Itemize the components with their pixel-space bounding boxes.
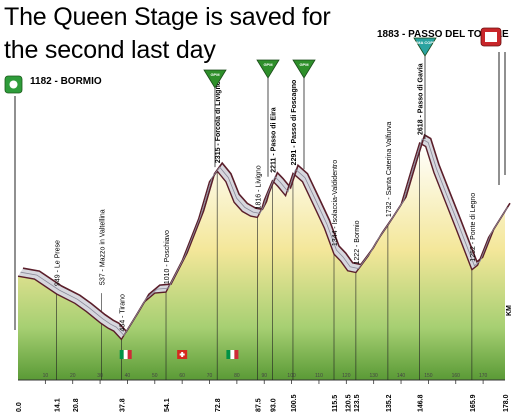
point-label: 2618 - Passo di Gavia [418,63,425,135]
distance-tick-label: 130 [370,373,379,379]
km-label: 178.0 [503,394,510,412]
distance-tick-label: 10 [43,373,49,379]
km-axis-end-label: KM [506,305,513,316]
distance-tick-label: 170 [479,373,488,379]
caption-line-2: the second last day [4,36,216,64]
climb-marker-label: GPM [263,62,273,67]
point-label: 2211 - Passo di Eira [270,107,277,172]
km-label: 120.5 [346,394,353,412]
km-label: 93.0 [270,398,277,412]
distance-tick-label: 30 [97,373,103,379]
climb-marker-label: GPM [299,62,309,67]
flag-stripe [123,350,128,359]
point-label: 1252 - Ponte di Legno [470,193,477,262]
point-label: 1816 - Livigno [255,165,262,209]
distance-tick-label: 40 [125,373,131,379]
climb-marker-label: CIMA COPPI [413,40,437,45]
flag-icon [119,350,124,359]
flag-stripe [234,350,239,359]
distance-tick-label: 20 [70,373,76,379]
climb-marker-icon [292,59,316,79]
km-label: 165.9 [470,394,477,412]
distance-tick-label: 90 [261,373,267,379]
distance-tick-label: 150 [424,373,433,379]
point-label: 949 - Le Prese [55,240,62,286]
distance-tick-label: 140 [397,373,406,379]
km-label: 87.5 [255,398,262,412]
km-label: 72.8 [215,398,222,412]
climb-marker-icon [256,59,280,79]
flag-stripe [230,350,235,359]
km-label: 123.5 [354,394,361,412]
km-label: 100.5 [291,394,298,412]
climb-marker-icon [203,69,227,89]
climb-marker-icon [413,37,437,57]
km-label: 14.1 [55,398,62,412]
finish-marker-inner [485,32,497,42]
distance-tick-label: 160 [452,373,461,379]
start-label: 1182 - BORMIO [30,76,102,87]
caption-line-1: The Queen Stage is saved for [4,3,331,31]
distance-tick-label: 110 [315,373,323,379]
km-label: 115.5 [332,395,339,412]
climb-marker-label: GPM [210,72,220,77]
km-label: 135.2 [386,394,393,412]
point-label: 1010 - Poschiavo [164,230,171,284]
distance-tick-label: 80 [234,373,240,379]
distance-tick-label: 100 [287,373,296,379]
profile-front-edge [17,141,506,341]
point-label: 2315 - Forcola di Livigno [215,81,222,163]
point-label: 434 - Tirano [119,294,126,331]
km-label: 54.1 [164,398,171,412]
km-label: 37.8 [119,398,126,412]
distance-tick-label: 120 [342,373,351,379]
flag-stripe [127,350,132,359]
point-label: 2291 - Passo di Foscagno [291,80,298,166]
flag-cross [179,353,185,356]
point-label: 1222 - Bormio [354,220,361,264]
point-label: 1732 - Santa Caterina Valfurva [386,121,393,217]
km-label: 20.8 [73,398,80,412]
distance-tick-label: 50 [152,373,158,379]
start-marker-dot [9,80,18,89]
finish-label: 1883 - PASSO DEL TONALE [377,29,509,40]
flag-icon [226,350,231,359]
distance-tick-label: 70 [207,373,213,379]
profile-mid-line [20,138,508,337]
profile-area [18,143,505,380]
distance-tick-label: 60 [179,373,185,379]
km-label: 0.0 [16,402,23,412]
km-label: 146.8 [418,394,425,412]
point-label: 1344 - Isolaccia-Valdidentro [332,160,339,246]
point-label: 537 - Mazzo in Valtellina [99,209,106,285]
